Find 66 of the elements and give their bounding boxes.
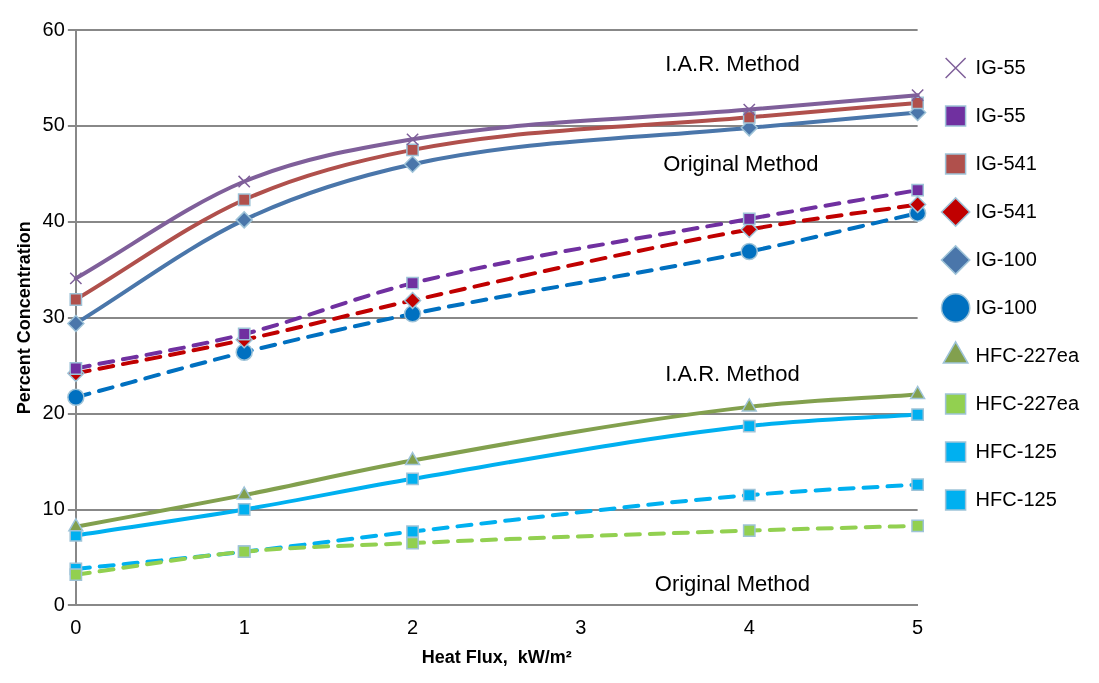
point — [403, 305, 422, 323]
point — [68, 518, 84, 532]
point — [237, 175, 251, 188]
annotation: Original Method — [654, 571, 811, 597]
annotation: I.A.R. Method — [665, 50, 800, 76]
point — [404, 451, 421, 466]
x-tick-label: 3 — [575, 615, 587, 638]
annotation: Original Method — [663, 151, 819, 177]
point — [911, 408, 925, 421]
y-axis-title: Percent Concentration — [13, 221, 34, 415]
legend-label: IG-541 — [975, 151, 1037, 174]
y-tick-label: 30 — [42, 305, 65, 328]
point — [911, 519, 925, 533]
point — [403, 291, 422, 310]
point — [237, 327, 251, 341]
y-tick-label: 10 — [42, 497, 65, 520]
legend-label: HFC-227ea — [975, 343, 1080, 366]
point — [742, 524, 756, 538]
point — [406, 276, 419, 290]
point — [403, 155, 422, 174]
point — [911, 88, 925, 102]
point — [908, 195, 927, 214]
legend-label: IG-100 — [975, 247, 1037, 270]
y-tick-label: 50 — [42, 113, 65, 136]
point — [742, 488, 756, 502]
legend-label: IG-100 — [975, 295, 1037, 318]
point — [69, 293, 83, 306]
point — [236, 486, 252, 500]
point — [742, 212, 756, 226]
point — [237, 503, 251, 516]
legend-label: HFC-227ea — [975, 391, 1080, 414]
y-tick-label: 20 — [42, 401, 65, 424]
legend-label: HFC-125 — [975, 439, 1057, 462]
y-tick-label: 60 — [42, 17, 65, 40]
point — [406, 143, 419, 157]
point — [911, 183, 925, 197]
point — [67, 314, 85, 333]
x-tick-label: 4 — [743, 615, 755, 638]
x-tick-label: 2 — [406, 615, 419, 638]
point — [741, 398, 757, 412]
legend-label: HFC-125 — [975, 487, 1057, 510]
point — [406, 132, 419, 146]
legend-label: IG-55 — [975, 103, 1026, 126]
point — [67, 388, 85, 407]
point — [406, 536, 419, 550]
legend-label: IG-55 — [975, 55, 1026, 78]
point — [406, 472, 419, 486]
point — [69, 362, 83, 375]
point — [742, 103, 756, 116]
point — [69, 271, 83, 285]
y-tick-label: 40 — [42, 209, 65, 232]
point — [235, 211, 253, 229]
point — [69, 568, 83, 582]
x-tick-label: 1 — [238, 615, 250, 638]
point — [909, 385, 926, 400]
point — [740, 242, 759, 261]
point — [911, 478, 925, 491]
legend-label: IG-541 — [975, 199, 1037, 222]
x-tick-label: 5 — [912, 615, 924, 638]
annotation: I.A.R. Method — [665, 361, 800, 387]
point — [742, 419, 756, 433]
y-tick-label: 0 — [53, 592, 65, 615]
x-axis-title: Heat Flux, kW/m² — [421, 647, 572, 668]
point — [237, 193, 251, 207]
x-tick-label: 0 — [70, 615, 82, 638]
point — [406, 525, 419, 538]
